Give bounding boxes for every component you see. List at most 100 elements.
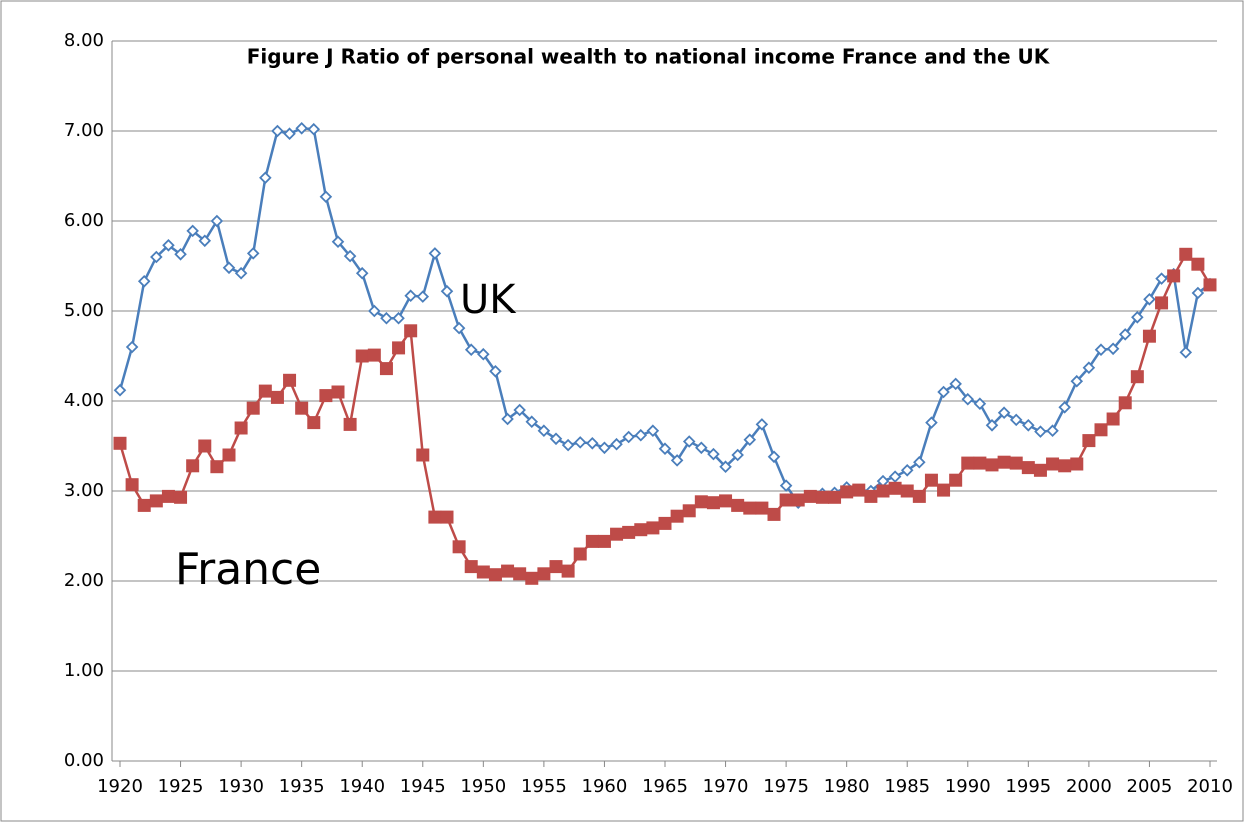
point-marker: [125, 340, 139, 354]
point-marker: [476, 565, 490, 579]
point-marker: [222, 261, 236, 275]
point-marker: [682, 435, 696, 448]
y-tick-label: 6.00: [64, 210, 104, 231]
point-marker: [658, 442, 672, 455]
point-marker: [937, 483, 951, 497]
point-marker: [331, 235, 345, 248]
x-tick-label: 1940: [339, 776, 385, 797]
point-marker: [489, 365, 502, 378]
x-tick-label: 1945: [400, 776, 446, 797]
point-marker: [319, 389, 333, 403]
point-marker: [1106, 412, 1120, 426]
point-marker: [973, 397, 987, 410]
point-marker: [646, 521, 660, 535]
point-marker: [682, 504, 696, 518]
point-marker: [1131, 311, 1144, 324]
point-marker: [258, 384, 272, 398]
point-marker: [137, 275, 151, 288]
point-marker: [1143, 293, 1156, 306]
point-marker: [876, 484, 890, 498]
point-marker: [186, 224, 199, 238]
point-marker: [937, 385, 950, 399]
point-marker: [464, 343, 478, 356]
point-marker: [525, 415, 539, 428]
point-marker: [149, 494, 163, 508]
point-marker: [767, 450, 781, 464]
point-marker: [198, 234, 212, 248]
point-marker: [694, 495, 708, 509]
chart-title: Figure J Ratio of personal wealth to nat…: [247, 45, 1051, 69]
x-tick-label: 1995: [1005, 776, 1051, 797]
point-marker: [259, 171, 272, 185]
x-tick-label: 2000: [1066, 776, 1112, 797]
point-marker: [1022, 419, 1035, 432]
point-marker: [1070, 374, 1084, 388]
y-tick-label: 8.00: [64, 30, 104, 51]
point-marker: [295, 122, 308, 135]
x-tick-label: 1950: [460, 776, 506, 797]
point-marker: [888, 481, 902, 495]
x-tick-label: 1920: [97, 776, 143, 797]
point-marker: [404, 289, 417, 302]
y-tick-label: 5.00: [64, 300, 104, 321]
point-marker: [428, 510, 442, 524]
x-tick-label: 1965: [642, 776, 688, 797]
point-marker: [1130, 370, 1144, 384]
point-marker: [355, 266, 369, 280]
point-marker: [573, 547, 587, 561]
point-marker: [1094, 343, 1108, 356]
point-marker: [561, 438, 575, 452]
point-marker: [1142, 329, 1156, 343]
point-marker: [1058, 459, 1072, 473]
point-marker: [464, 560, 478, 574]
point-marker: [634, 523, 648, 537]
point-marker: [1094, 423, 1108, 437]
point-marker: [137, 498, 151, 512]
x-tick-label: 2005: [1127, 776, 1173, 797]
point-marker: [355, 349, 369, 363]
point-marker: [852, 483, 866, 497]
point-marker: [319, 190, 333, 203]
point-marker: [888, 470, 902, 483]
point-marker: [113, 436, 127, 450]
point-marker: [767, 507, 781, 521]
point-marker: [755, 501, 769, 515]
point-marker: [1179, 247, 1193, 261]
x-tick-label: 1970: [703, 776, 749, 797]
point-marker: [428, 247, 442, 260]
point-marker: [174, 248, 187, 261]
point-marker: [828, 490, 842, 504]
point-marker: [719, 460, 732, 473]
point-marker: [1082, 361, 1096, 374]
point-marker: [900, 484, 914, 498]
point-marker: [1082, 434, 1096, 448]
point-marker: [585, 534, 599, 548]
point-marker: [997, 406, 1011, 419]
point-marker: [597, 534, 611, 548]
point-marker: [1118, 396, 1132, 410]
point-marker: [1021, 461, 1035, 475]
point-marker: [174, 490, 188, 504]
point-marker: [271, 124, 284, 138]
point-marker: [743, 433, 757, 446]
point-marker: [731, 498, 745, 512]
point-marker: [912, 489, 926, 503]
point-marker: [598, 441, 611, 455]
point-marker: [501, 564, 515, 578]
point-marker: [210, 460, 224, 474]
point-marker: [416, 290, 430, 303]
point-marker: [707, 447, 720, 461]
point-marker: [561, 564, 575, 578]
point-marker: [162, 239, 175, 252]
point-marker: [900, 464, 914, 477]
point-marker: [610, 437, 623, 451]
point-marker: [1009, 456, 1023, 470]
y-tick-label: 0.00: [64, 750, 104, 771]
x-tick-label: 1955: [521, 776, 567, 797]
point-marker: [513, 567, 527, 581]
point-marker: [731, 448, 744, 462]
point-marker: [815, 490, 829, 504]
point-marker: [864, 489, 878, 503]
point-marker: [380, 311, 393, 325]
y-tick-label: 1.00: [64, 660, 104, 681]
